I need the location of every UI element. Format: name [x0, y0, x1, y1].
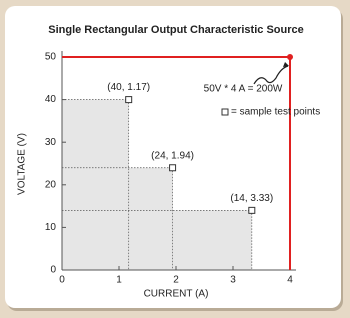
legend-label: = sample test points [231, 107, 320, 118]
y-tick-label: 10 [45, 222, 57, 233]
step-area [128, 167, 173, 270]
x-tick-label: 4 [287, 275, 293, 286]
test-point [248, 206, 256, 214]
y-axis-label: VOLTAGE (V) [17, 133, 28, 195]
y-tick-label: 30 [45, 137, 57, 148]
test-point [125, 96, 133, 104]
x-tick-label: 2 [173, 275, 179, 286]
point-label: (24, 1.94) [151, 150, 194, 161]
legend-marker [221, 108, 229, 116]
x-tick-label: 0 [59, 275, 65, 286]
step-area [172, 210, 252, 270]
x-tick-label: 1 [116, 275, 122, 286]
y-tick-label: 50 [45, 52, 57, 63]
annotation: 50V * 4 A = 200W [204, 84, 283, 95]
x-tick-label: 3 [230, 275, 236, 286]
x-axis-label: CURRENT (A) [144, 289, 209, 300]
y-tick-label: 40 [45, 94, 57, 105]
chart-title: Single Rectangular Output Characteristic… [48, 24, 304, 36]
point-label: (14, 3.33) [230, 193, 273, 204]
annotation-arrow [253, 65, 289, 85]
annotation-arrowhead [283, 62, 289, 67]
step-area [62, 99, 129, 270]
test-point [169, 164, 177, 172]
point-label: (40, 1.17) [107, 82, 150, 93]
limit-corner [287, 54, 293, 60]
y-tick-label: 0 [50, 265, 56, 276]
y-tick-label: 20 [45, 179, 57, 190]
